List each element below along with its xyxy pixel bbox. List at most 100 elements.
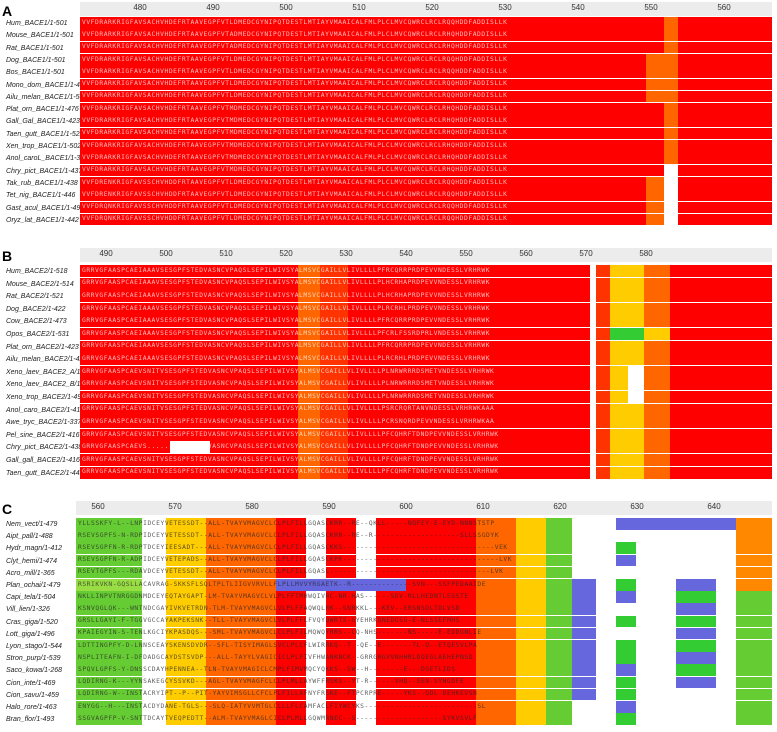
conservation-block <box>516 566 546 579</box>
conservation-block <box>644 353 670 366</box>
panel-c-alignment: YLLSSKFY-L--LNPIDCEYVETESSDT--ALL-TVAYVM… <box>76 518 772 726</box>
sequence-row: LDTTINGPFY-D-LNNSCEAYSKENSDVDR--SFL-TISY… <box>76 640 772 652</box>
conservation-block <box>206 530 276 542</box>
conservation-block <box>142 530 166 542</box>
conservation-block <box>516 701 546 713</box>
conservation-block <box>298 454 320 466</box>
sequence-name: Anol_caroL_BACE1/1-314 <box>6 155 89 163</box>
conservation-block <box>376 542 476 554</box>
conservation-block <box>476 664 516 676</box>
sequence-name: Anol_caro_BACE2/1-414 <box>6 406 85 414</box>
sequence-residues: GRRVGFAASPCAEIAAAVSESGPFSTEDVASNCVPAQSLS… <box>82 266 491 274</box>
conservation-block <box>736 530 772 542</box>
conservation-block <box>326 652 356 664</box>
conservation-block <box>206 518 276 530</box>
ruler-tick-560: 560 <box>717 3 731 12</box>
conservation-block <box>80 277 162 290</box>
conservation-block <box>580 265 590 277</box>
sequence-residues: VVFDRENKRIGFAVSSCHVHDDFRTAAVEGPFVTLDMEDC… <box>82 190 508 198</box>
conservation-block <box>628 403 644 416</box>
conservation-block <box>546 652 572 664</box>
sequence-residues: LDTTINGPFY-D-LNNSCEAYSKENSDVDR--SFL-TISY… <box>78 641 478 649</box>
conservation-block <box>596 315 610 328</box>
conservation-block <box>628 353 644 366</box>
sequence-row: VVFDRARKRIGFAVSACHVHDEFRTAAVEGPFVTMDMEDC… <box>80 115 772 128</box>
conservation-block <box>546 518 572 530</box>
sequence-name: Gast_acul_BACE1/1-490 <box>6 204 85 212</box>
sequence-residues: GRRVGFAASPCAEIAAAVSESGPFSTEDVASNCVPAQSLS… <box>82 279 491 287</box>
conservation-block <box>590 365 596 378</box>
conservation-block <box>670 416 772 429</box>
conservation-block <box>616 664 636 676</box>
conservation-block <box>546 554 572 567</box>
sequence-name: Plan_ochai/1-479 <box>6 582 61 589</box>
conservation-block <box>596 441 610 454</box>
conservation-block <box>580 365 590 378</box>
sequence-row: KPAIEGYIN-S-TENLKGCIYKPASDQS---SML-TVAYV… <box>76 627 772 640</box>
conservation-block <box>580 416 590 429</box>
conservation-block <box>516 688 546 701</box>
ruler-tick-570: 570 <box>579 249 593 258</box>
conservation-block <box>670 277 772 290</box>
conservation-block <box>80 403 162 416</box>
conservation-block <box>590 428 596 441</box>
conservation-block <box>616 591 636 603</box>
conservation-block <box>76 518 142 530</box>
conservation-block <box>636 518 736 530</box>
sequence-residues: VVFDRARKRIGFAVSACHVHDEFRTAAVEGPFVTMDMEDC… <box>82 166 508 174</box>
sequence-residues: VVFDRARKRIGFAVSACHVHDEFRTAAVEGPFVTADMEDC… <box>82 30 508 38</box>
ruler-tick-540: 540 <box>399 249 413 258</box>
conservation-block <box>616 579 636 591</box>
sequence-row: VVFDRARKRIGFAVSACHVHDEFRTAAVEGPFVTLDMEDC… <box>80 90 772 103</box>
conservation-block <box>166 566 206 579</box>
conservation-block <box>670 302 772 315</box>
conservation-block <box>580 277 590 290</box>
ruler-tick-610: 610 <box>476 502 490 511</box>
conservation-block <box>736 627 772 640</box>
conservation-block <box>476 554 516 567</box>
conservation-block <box>670 441 772 454</box>
conservation-block <box>628 328 644 340</box>
conservation-block <box>664 103 678 115</box>
conservation-block <box>546 627 572 640</box>
conservation-block <box>644 428 670 441</box>
conservation-block <box>76 676 142 689</box>
panel-c: C 560 570 580 590 600 610 620 630 640 Nem_vect/1… <box>0 496 777 732</box>
conservation-block <box>326 530 356 542</box>
conservation-block <box>306 701 326 713</box>
sequence-name: Vill_lien/1-326 <box>6 606 50 614</box>
sequence-row: RSEVSGPFS-N-RDPIDCEYVETESSDT--ALL-TVAYVM… <box>76 530 772 542</box>
conservation-block <box>326 591 356 603</box>
conservation-block <box>590 378 596 391</box>
conservation-block <box>80 115 772 128</box>
sequence-row: VVFDRENKRIGFAVSSCHVHDDFRTAAVEGPFVTLDMEDC… <box>80 176 772 189</box>
conservation-block <box>142 627 166 640</box>
conservation-block <box>326 554 356 567</box>
conservation-block <box>516 603 546 615</box>
conservation-block <box>306 627 326 640</box>
conservation-block <box>76 627 142 640</box>
sequence-name: Halo_rore/1-463 <box>6 704 57 711</box>
sequence-row: YLLSSKFY-L--LNPIDCEYVETESSDT--ALL-TVAYVM… <box>76 518 772 530</box>
conservation-block <box>580 315 590 328</box>
conservation-block <box>356 566 376 579</box>
conservation-block <box>616 676 636 689</box>
conservation-block <box>646 115 672 128</box>
conservation-block <box>516 627 546 640</box>
conservation-block <box>80 189 772 201</box>
panel-c-letter: C <box>2 501 13 517</box>
conservation-block <box>646 213 672 226</box>
conservation-block <box>326 701 356 713</box>
conservation-block <box>276 640 306 652</box>
sequence-residues: VVFDRENKRIGFAVSSCHVHDDFRTAAVEGPFVTLDMEDC… <box>82 178 508 186</box>
conservation-block <box>676 603 716 615</box>
conservation-block <box>80 302 162 315</box>
sequence-name: Lyon_stago/1-544 <box>6 643 62 650</box>
conservation-block <box>298 290 320 303</box>
sequence-row: GRRVGFAASPCAEIAAAVSESGPFSTEDVASNCVPAQSLS… <box>80 265 772 277</box>
conservation-block <box>590 353 596 366</box>
conservation-block <box>80 176 772 189</box>
conservation-block <box>516 615 546 628</box>
conservation-block <box>76 530 142 542</box>
conservation-block <box>736 518 772 530</box>
